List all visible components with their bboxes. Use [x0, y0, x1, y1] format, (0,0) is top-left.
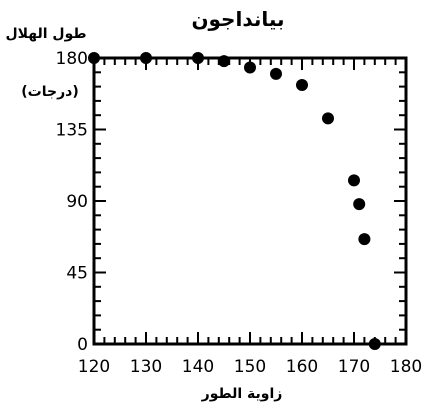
x-tick-label: 150 — [234, 357, 266, 377]
x-tick-label: 130 — [130, 357, 162, 377]
data-point — [368, 338, 381, 350]
data-point — [358, 233, 371, 246]
y-tick-label: 90 — [66, 192, 88, 212]
data-point — [296, 79, 308, 92]
data-point — [140, 52, 152, 64]
y-tick-label: 45 — [66, 264, 88, 284]
x-tick-label: 120 — [78, 357, 110, 377]
y-tick-label: 0 — [77, 335, 88, 355]
y-axis-label-line1: طول الهلال — [5, 26, 86, 42]
x-tick-label: 170 — [338, 357, 370, 377]
x-tick-label: 140 — [182, 357, 214, 377]
chart-title: بيانداجون — [191, 7, 284, 31]
x-axis-label: زاوية الطور — [201, 386, 283, 402]
y-tick-label: 180 — [56, 49, 88, 69]
data-point — [244, 61, 256, 74]
data-point — [192, 52, 204, 64]
data-point — [353, 198, 366, 211]
data-point — [322, 112, 334, 125]
data-point — [218, 55, 230, 68]
y-tick-label: 135 — [56, 121, 88, 141]
data-point — [270, 67, 282, 80]
x-tick-label: 180 — [390, 357, 422, 377]
data-point — [88, 52, 100, 64]
x-tick-label: 160 — [286, 357, 318, 377]
data-point — [348, 174, 360, 187]
y-axis-label-line2: (درجات) — [21, 84, 78, 100]
